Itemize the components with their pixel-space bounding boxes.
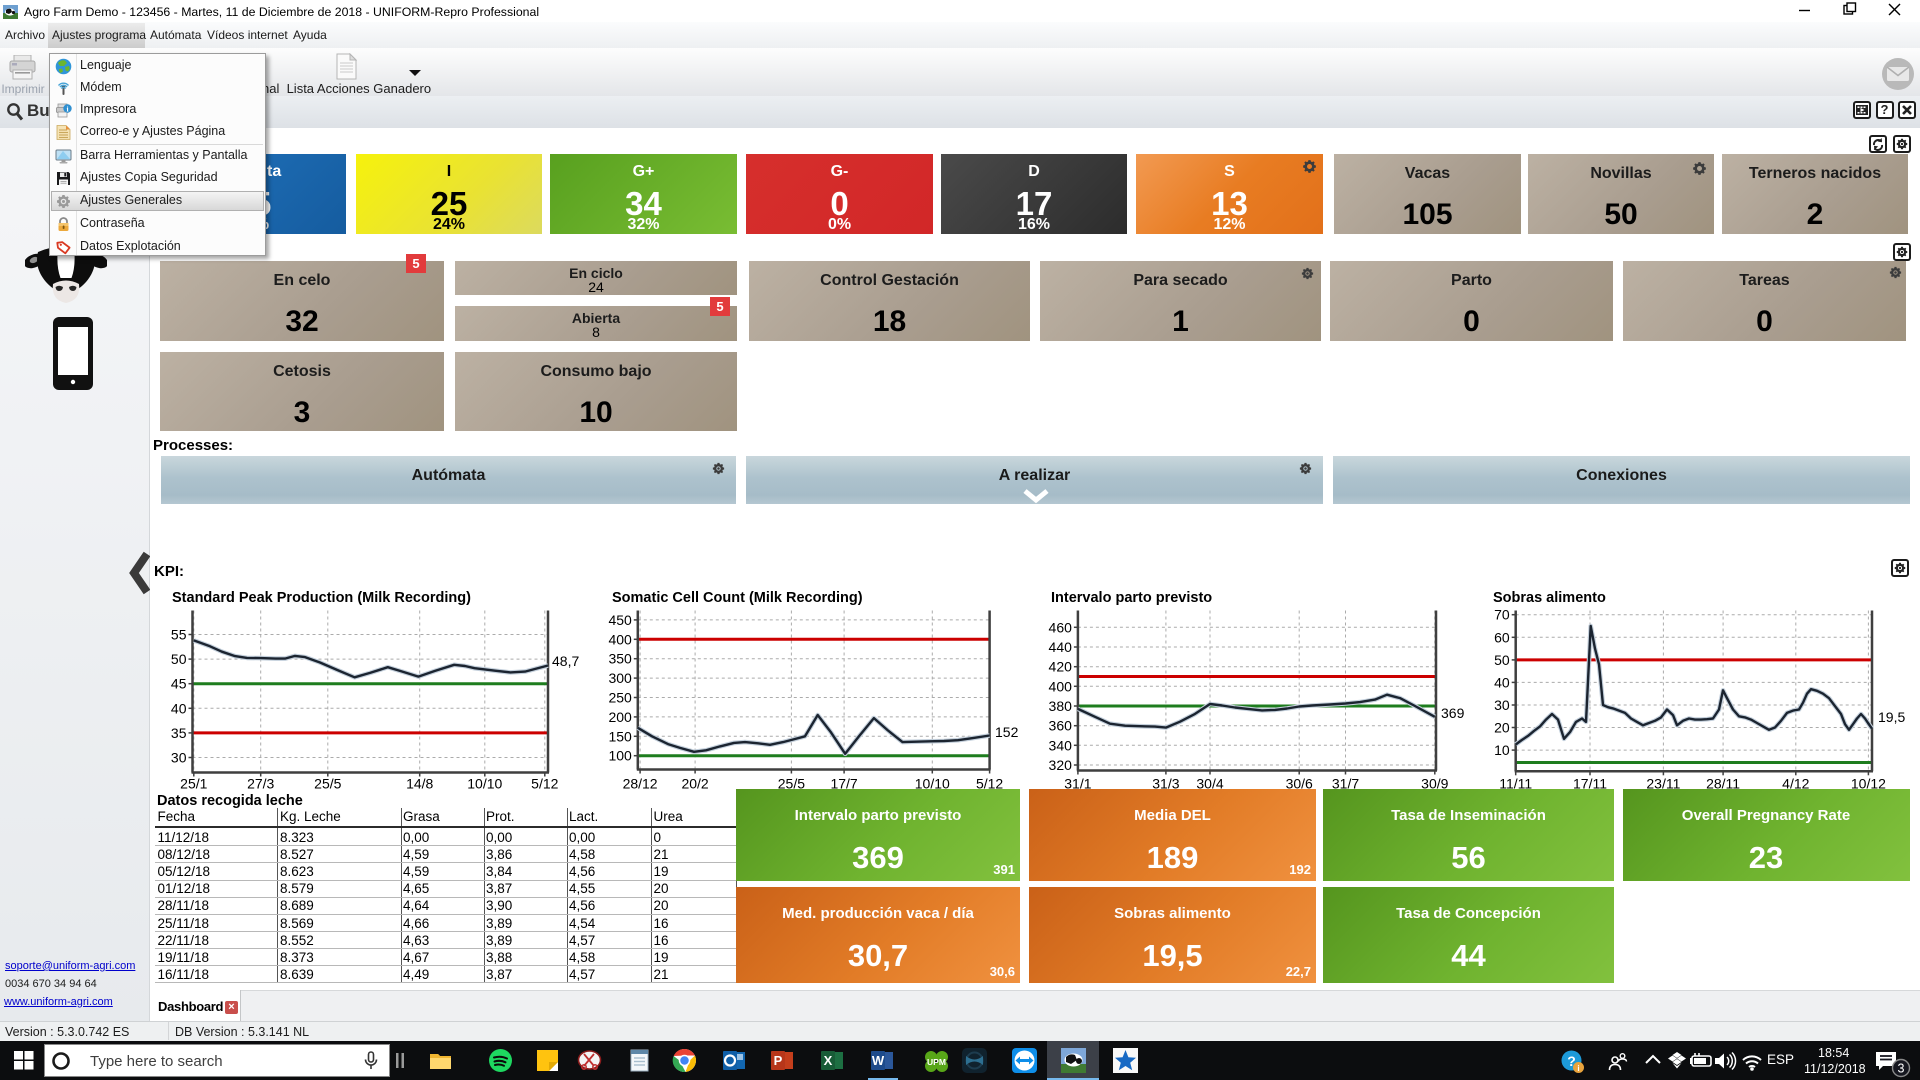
svg-text:10/12: 10/12 [1851,776,1886,792]
svg-text:369: 369 [1441,705,1465,721]
svg-text:19,5: 19,5 [1878,709,1905,725]
svg-text:60: 60 [1494,629,1510,645]
svg-text:17/7: 17/7 [830,776,857,792]
svg-text:20/2: 20/2 [681,776,708,792]
svg-text:45: 45 [171,676,187,692]
svg-text:5/12: 5/12 [976,776,1003,792]
svg-text:380: 380 [1049,698,1073,714]
svg-text:70: 70 [1494,607,1510,623]
svg-text:?: ? [1567,1053,1576,1069]
svg-text:30/9: 30/9 [1421,776,1448,792]
svg-text:150: 150 [608,728,632,744]
svg-text:340: 340 [1049,737,1073,753]
svg-text:152: 152 [995,724,1019,740]
svg-text:27/3: 27/3 [247,776,274,792]
svg-text:10/10: 10/10 [915,776,950,792]
svg-text:i: i [1577,1064,1579,1073]
svg-text:450: 450 [608,612,632,628]
svg-text:P: P [774,1053,783,1068]
svg-text:10/10: 10/10 [467,776,502,792]
svg-text:50: 50 [171,651,187,667]
svg-text:17/11: 17/11 [1573,776,1607,792]
svg-text:11/11: 11/11 [1499,776,1532,792]
svg-text:40: 40 [1494,674,1510,690]
svg-text:460: 460 [1049,619,1073,635]
svg-text:250: 250 [608,690,632,706]
svg-text:Somatic Cell Count (Milk Recor: Somatic Cell Count (Milk Recording) [612,590,863,606]
svg-text:48,7: 48,7 [552,653,579,669]
svg-text:28/12: 28/12 [623,776,658,792]
svg-text:400: 400 [1049,678,1073,694]
svg-text:35: 35 [171,725,187,741]
svg-text:Standard Peak Production (Milk: Standard Peak Production (Milk Recording… [172,590,471,606]
svg-text:300: 300 [608,670,632,686]
svg-text:28/11: 28/11 [1706,776,1740,792]
svg-text:40: 40 [171,700,187,716]
svg-text:4/12: 4/12 [1782,776,1809,792]
svg-text:400: 400 [608,631,632,647]
svg-text:25/1: 25/1 [180,776,207,792]
svg-text:X: X [824,1053,833,1068]
svg-text:UPM: UPM [927,1057,946,1067]
svg-text:25/5: 25/5 [778,776,805,792]
svg-text:31/7: 31/7 [1332,776,1359,792]
svg-text:320: 320 [1049,757,1073,773]
svg-text:100: 100 [608,748,632,764]
svg-text:23/11: 23/11 [1646,776,1680,792]
svg-text:Intervalo parto previsto: Intervalo parto previsto [1051,590,1212,606]
svg-text:200: 200 [608,709,632,725]
svg-text:31/1: 31/1 [1064,776,1091,792]
svg-text:31/3: 31/3 [1152,776,1179,792]
svg-text:5/12: 5/12 [531,776,558,792]
svg-text:i: i [66,105,68,114]
svg-text:10: 10 [1494,742,1510,758]
svg-text:30: 30 [1494,697,1510,713]
svg-text:30/6: 30/6 [1286,776,1313,792]
svg-text:30: 30 [171,750,187,766]
svg-text:25/5: 25/5 [314,776,341,792]
svg-text:50: 50 [1494,652,1510,668]
svg-text:440: 440 [1049,639,1073,655]
svg-text:3: 3 [1898,1062,1905,1076]
svg-text:Sobras alimento: Sobras alimento [1493,590,1606,606]
svg-text:20: 20 [1494,720,1510,736]
svg-text:360: 360 [1049,718,1073,734]
svg-text:350: 350 [608,651,632,667]
svg-text:30/4: 30/4 [1196,776,1223,792]
svg-text:14/8: 14/8 [406,776,433,792]
svg-text:W: W [872,1053,885,1068]
svg-text:420: 420 [1049,659,1073,675]
svg-text:55: 55 [171,627,187,643]
